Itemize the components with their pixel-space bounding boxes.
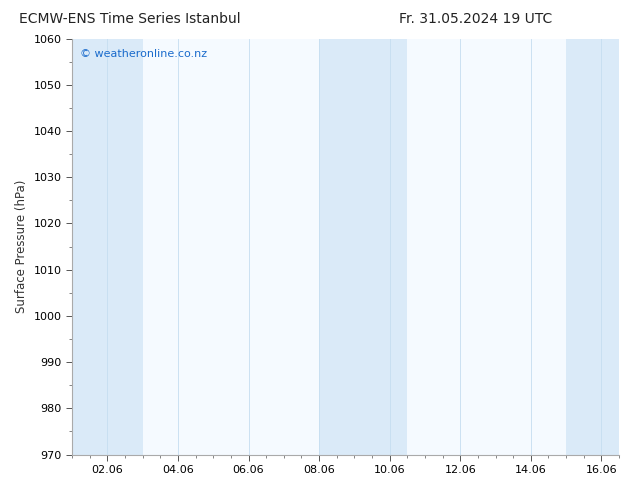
Bar xyxy=(319,39,407,455)
Bar xyxy=(566,39,619,455)
Text: Fr. 31.05.2024 19 UTC: Fr. 31.05.2024 19 UTC xyxy=(399,12,553,26)
Bar xyxy=(72,39,143,455)
Y-axis label: Surface Pressure (hPa): Surface Pressure (hPa) xyxy=(15,180,28,313)
Text: © weatheronline.co.nz: © weatheronline.co.nz xyxy=(81,49,207,59)
Text: ECMW-ENS Time Series Istanbul: ECMW-ENS Time Series Istanbul xyxy=(19,12,241,26)
